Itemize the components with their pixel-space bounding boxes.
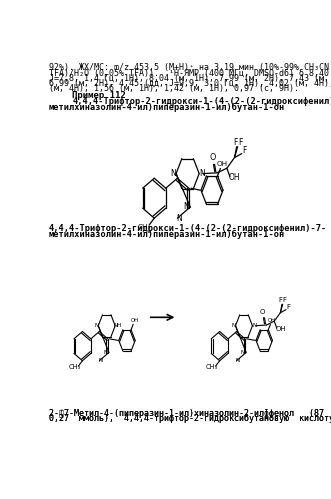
Text: 0,27  ммоль),  4,4,4-трифтор-2-гидроксибутановую  кислоту  (43  мг,: 0,27 ммоль), 4,4,4-трифтор-2-гидроксибут… (49, 414, 331, 423)
Text: N: N (241, 350, 245, 355)
Text: CH₃: CH₃ (206, 364, 218, 370)
Text: CH₃: CH₃ (138, 224, 151, 230)
Text: 6,99 (м, 2H), 4,45 (дд, J=9,9, 3,0 Гц, 1H), 4,02 (м, 4H), 3,79: 6,99 (м, 2H), 4,45 (дд, J=9,9, 3,0 Гц, 1… (49, 79, 331, 88)
Text: Пример 112: Пример 112 (72, 91, 126, 100)
Text: N: N (94, 323, 98, 328)
Text: 0,27  ммоль),  4,4,4-трифтор-2-гидроксибутановую  кислоту  (43  мг,: 0,27 ммоль), 4,4,4-трифтор-2-гидроксибут… (49, 414, 331, 423)
Text: OH: OH (276, 326, 286, 332)
Text: N: N (171, 169, 176, 178)
Text: OH: OH (229, 173, 240, 182)
Text: F: F (286, 304, 290, 310)
Text: 92%). ЖХ/МС: m/z 453,5 (M+H)⁺ на 3,19 мин (10%-99% CH₃CN (0,035%: 92%). ЖХ/МС: m/z 453,5 (M+H)⁺ на 3,19 ми… (49, 63, 331, 72)
Text: F: F (283, 297, 287, 303)
Text: 4,4,4-Трифтор-2-гидрокси-1-(4-(2-(2-гидроксифенил)-7-: 4,4,4-Трифтор-2-гидрокси-1-(4-(2-(2-гидр… (49, 225, 327, 234)
Text: N: N (253, 323, 257, 328)
Text: J=7,8, 1,4 Гц, 1H), 8,04 (м, 1H), 7,99 (м, 2H), 7,43 (м, 1H),: J=7,8, 1,4 Гц, 1H), 8,04 (м, 1H), 7,99 (… (49, 74, 331, 83)
Text: NH: NH (113, 323, 121, 328)
Text: N: N (199, 169, 205, 178)
Text: TFA)/H₂O (0,05% TFA)).  ¹H-ЯМР (400 МГц, DMSO-d6) δ 8,40 (дд,: TFA)/H₂O (0,05% TFA)). ¹H-ЯМР (400 МГц, … (49, 68, 331, 77)
Text: F: F (238, 138, 242, 147)
Text: (м, 4H), 1,56 (м, 1H), 1,42 (м, 1H), 0,97 (с, 9H).: (м, 4H), 1,56 (м, 1H), 1,42 (м, 1H), 0,9… (49, 84, 299, 93)
Text: N: N (232, 323, 236, 328)
Text: OH: OH (268, 318, 276, 323)
Text: N: N (236, 358, 240, 363)
Text: N: N (176, 214, 182, 223)
Text: метилхиназолин-4-ил)пиперазин-1-ил)бутан-1-он: метилхиназолин-4-ил)пиперазин-1-ил)бутан… (49, 102, 285, 112)
Text: OH: OH (130, 318, 139, 323)
Text: N: N (103, 350, 108, 355)
Text: F: F (242, 146, 247, 155)
Text: 4,4,4-Трифтор-2-гидрокси-1-(4-(2-(2-гидроксифенил)-7-: 4,4,4-Трифтор-2-гидрокси-1-(4-(2-(2-гидр… (72, 97, 331, 106)
Text: OH: OH (216, 161, 228, 167)
Text: O: O (260, 308, 265, 314)
Text: CH₃: CH₃ (69, 364, 81, 370)
Text: N: N (99, 358, 103, 363)
Text: метилхиназолин-4-ил)пиперазин-1-ил)бутан-1-он: метилхиназолин-4-ил)пиперазин-1-ил)бутан… (49, 230, 285, 239)
Text: O: O (209, 153, 216, 162)
Text: 2-(7-Метил-4-(пиперазин-1-ил)хиназолин-2-ил)фенол   (87  мг,: 2-(7-Метил-4-(пиперазин-1-ил)хиназолин-2… (49, 409, 331, 418)
Text: F: F (233, 138, 237, 147)
Text: F: F (279, 297, 283, 303)
Text: 2-⡷7-Метил-4-(пиперазин-1-ил)хиназолин-2-илɸфенол   (87  мг,: 2-⡷7-Метил-4-(пиперазин-1-ил)хиназолин-2… (49, 409, 331, 418)
Text: N: N (183, 202, 189, 211)
